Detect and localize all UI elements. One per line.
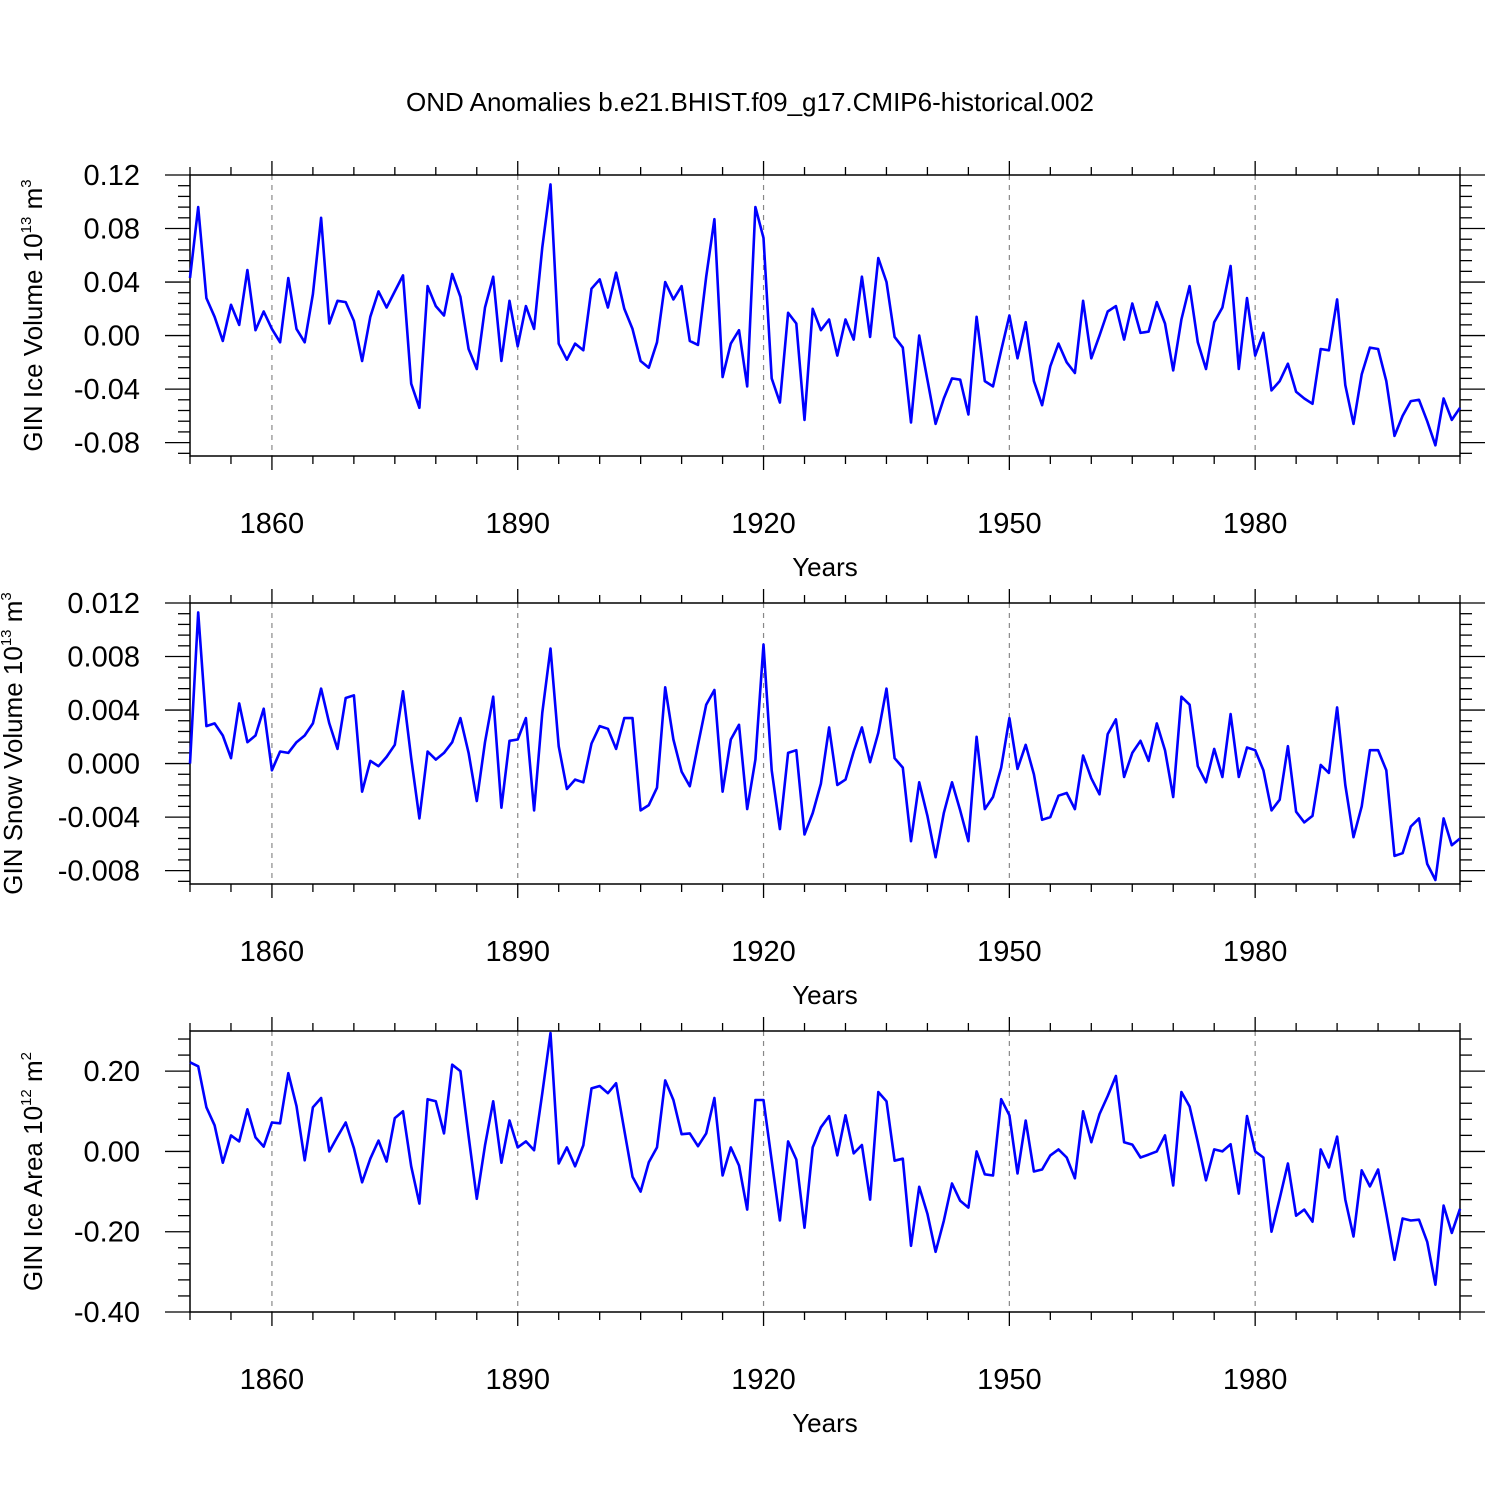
x-tick-label: 1980 <box>1223 1364 1288 1396</box>
y-axis-title-superscript: 3 <box>0 592 15 600</box>
panel-ice-volume: -0.08 -0.04 0.00 0.04 0.08 0.12 1860 1890 1920 19… <box>18 160 1485 582</box>
y-tick-label: 0.008 <box>67 642 140 674</box>
y-axis-title-text: GIN Snow Volume 10 <box>0 646 28 895</box>
panel-snow-volume: -0.008 -0.004 0.000 0.004 0.008 0.012 1860 1890… <box>0 588 1485 1010</box>
figure-title: OND Anomalies b.e21.BHIST.f09_g17.CMIP6-… <box>406 87 1094 117</box>
y-tick-label: 0.12 <box>84 160 140 192</box>
x-tick-label: 1890 <box>485 508 550 540</box>
y-axis-title: GIN Ice Volume 1013 m3 <box>18 179 48 451</box>
y-axis-title-superscript: 2 <box>18 1052 35 1060</box>
series-line <box>189 1031 1462 1286</box>
y-axis-title-text: GIN Ice Volume 10 <box>18 233 48 451</box>
y-axis-title-superscript: 13 <box>18 217 35 234</box>
y-axis-title-text: m <box>18 188 48 217</box>
plot-frame <box>189 602 1461 885</box>
x-tick-label: 1860 <box>240 1364 305 1396</box>
y-tick-label: -0.04 <box>74 374 140 406</box>
y-tick-label: -0.20 <box>74 1217 140 1249</box>
y-tick-label: 0.000 <box>67 749 140 781</box>
y-tick-label: 0.012 <box>67 588 140 620</box>
panel-ice-area: -0.40 -0.20 0.00 0.20 1860 1890 1920 1950 1980 Ye… <box>18 1017 1485 1438</box>
x-tick-label: 1920 <box>731 936 796 968</box>
y-tick-label: -0.08 <box>74 428 140 460</box>
y-axis-title-superscript: 3 <box>18 179 35 187</box>
series-line <box>188 611 1461 882</box>
plot-frame <box>189 174 1461 457</box>
x-tick-label: 1890 <box>485 1364 550 1396</box>
y-tick-label: 0.00 <box>84 321 140 353</box>
y-tick-label: -0.004 <box>58 802 140 834</box>
x-tick-label: 1980 <box>1223 936 1288 968</box>
x-tick-label: 1980 <box>1223 508 1288 540</box>
x-tick-label: 1920 <box>731 1364 796 1396</box>
x-tick-label: 1860 <box>240 508 305 540</box>
x-tick-label: 1950 <box>977 508 1042 540</box>
y-tick-label: 0.04 <box>84 267 140 299</box>
x-tick-label: 1920 <box>731 508 796 540</box>
x-tick-label: 1860 <box>240 936 305 968</box>
y-axis-title: GIN Snow Volume 1013 m3 <box>0 592 28 895</box>
y-tick-label: 0.00 <box>84 1136 140 1168</box>
x-tick-label: 1950 <box>977 1364 1042 1396</box>
y-axis-title-text: m <box>0 601 28 630</box>
plot-frame <box>189 1030 1461 1313</box>
y-tick-label: -0.008 <box>58 856 140 888</box>
y-tick-label: 0.004 <box>67 695 140 727</box>
y-tick-label: 0.20 <box>84 1056 140 1088</box>
y-axis-title-text: m <box>18 1060 48 1089</box>
x-axis-title: Years <box>792 980 858 1010</box>
y-axis-title: GIN Ice Area 1012 m2 <box>18 1052 48 1291</box>
x-tick-label: 1890 <box>485 936 550 968</box>
y-axis-title-superscript: 13 <box>0 629 15 646</box>
series-line <box>188 183 1462 447</box>
y-axis-title-text: GIN Ice Area 10 <box>18 1106 48 1291</box>
y-tick-label: 0.08 <box>84 214 140 246</box>
x-axis-title: Years <box>792 552 858 582</box>
x-axis-title: Years <box>792 1408 858 1438</box>
x-tick-label: 1950 <box>977 936 1042 968</box>
y-axis-title-superscript: 12 <box>18 1089 35 1106</box>
y-tick-label: -0.40 <box>74 1297 140 1329</box>
